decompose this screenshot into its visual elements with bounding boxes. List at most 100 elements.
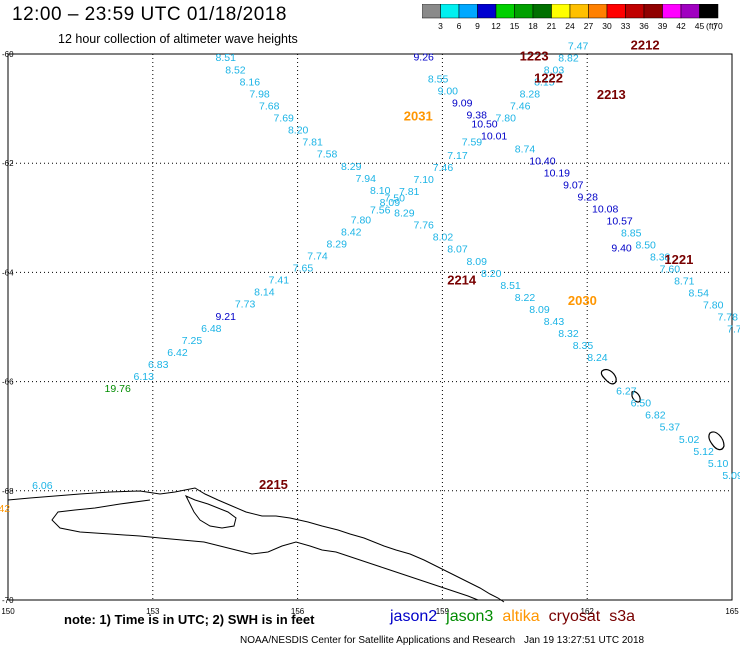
swh-value-label: 7.46 <box>510 101 531 113</box>
lon-tick-label: 162 <box>581 607 595 616</box>
swh-value-label: 7.60 <box>660 263 681 275</box>
swh-value-label: 8.29 <box>327 238 348 250</box>
swh-value-label: 7.10 <box>413 174 434 186</box>
color-scale: 3 6 9 12 15 18 21 24 27 30 33 36 39 42 45 70(ft) <box>422 4 723 31</box>
lat-tick-label: -60 <box>2 50 14 59</box>
pass-time-label: 2215 <box>259 477 288 492</box>
swh-value-label: 8.03 <box>544 65 565 77</box>
swh-value-label: 8.09 <box>380 197 401 209</box>
scale-tick-label: 18 <box>528 21 538 31</box>
swh-labels: 8.518.528.167.987.687.698.207.817.588.29… <box>0 41 740 515</box>
swh-value-label: 7.80 <box>703 299 724 311</box>
pass-time-label: 1222 <box>534 70 563 85</box>
swh-value-label: 8.16 <box>240 77 261 89</box>
swh-value-label: 8.85 <box>621 227 642 239</box>
pass-time-label: 2212 <box>631 38 660 53</box>
swh-value-label: 7.78 <box>718 311 739 323</box>
scale-swatch <box>458 4 478 19</box>
swh-value-label: 10.50 <box>471 119 497 131</box>
swh-value-label: 9.40 <box>611 243 632 255</box>
map-frame <box>7 53 733 601</box>
scale-tick-label: 39 <box>658 21 668 31</box>
swh-value-label: 7.56 <box>370 204 391 216</box>
swh-value-label: 27.42 <box>0 503 10 515</box>
swh-value-label: 8.14 <box>254 286 275 298</box>
scale-tick-label: 70 <box>713 21 723 31</box>
swh-value-label: 10.01 <box>481 131 507 143</box>
swh-value-label: 8.32 <box>558 328 579 340</box>
island-1 <box>600 368 617 385</box>
swh-value-label: 8.51 <box>500 280 521 292</box>
pass-time-label: 2213 <box>597 87 626 102</box>
scale-tick-label: 3 <box>438 21 443 31</box>
swh-value-label: 8.20 <box>288 125 309 137</box>
swh-value-label: 5.10 <box>708 458 729 470</box>
swh-value-label: 8.52 <box>225 65 246 77</box>
swh-value-label: 8.50 <box>635 239 656 251</box>
lat-tick-label: -68 <box>2 487 14 496</box>
swh-value-label: 7.68 <box>259 101 280 113</box>
lon-tick-label: 156 <box>291 607 305 616</box>
swh-value-label: 5.12 <box>693 446 714 458</box>
swh-value-label: 7.46 <box>433 162 454 174</box>
swh-value-label: 8.09 <box>529 304 550 316</box>
lat-tick-label: -70 <box>2 596 14 605</box>
axis-ticks: 150 153 156 159 162 165 -60 -62 -64 -66 -68 -70 <box>1 50 739 616</box>
swh-value-label: 9.09 <box>452 97 473 109</box>
lon-tick-label: 159 <box>436 607 450 616</box>
swh-value-label: 9.28 <box>578 191 599 203</box>
swh-value-label: 7.76 <box>727 323 740 335</box>
pass-time-label: 2030 <box>568 293 597 308</box>
swh-value-label: 7.17 <box>447 150 468 162</box>
scale-tick-label: 27 <box>584 21 594 31</box>
swh-value-label: 7.76 <box>413 220 434 232</box>
pass-time-label: 1221 <box>664 252 693 267</box>
island-3 <box>708 431 725 451</box>
scale-swatch <box>680 4 700 19</box>
swh-value-label: 10.40 <box>529 155 555 167</box>
swh-value-label: 8.10 <box>370 185 391 197</box>
swh-value-label: 7.59 <box>462 137 483 149</box>
swh-value-label: 7.47 <box>568 41 589 53</box>
scale-tick-label: 42 <box>676 21 686 31</box>
legend-item-jason2: jason2 <box>390 608 438 625</box>
swh-value-label: 5.02 <box>679 434 700 446</box>
scale-tick-label: 21 <box>547 21 557 31</box>
swh-value-label: 19.76 <box>105 383 131 395</box>
swh-value-label: 10.57 <box>607 215 633 227</box>
legend-item-jason3: jason3 <box>446 608 494 625</box>
swh-value-label: 6.13 <box>133 371 154 383</box>
swh-value-label: 7.65 <box>293 262 314 274</box>
scale-swatch <box>532 4 552 19</box>
lat-tick-label: -62 <box>2 159 14 168</box>
swh-value-label: 8.29 <box>341 161 362 173</box>
swh-value-label: 9.00 <box>438 85 459 97</box>
swh-value-label: 8.07 <box>447 244 468 256</box>
scale-tick-label: 15 <box>510 21 520 31</box>
legend-item-s3a: s3a <box>609 608 636 625</box>
pass-time-label: 1223 <box>520 49 549 64</box>
swh-value-label: 8.54 <box>689 287 710 299</box>
note-text: note: 1) Time is in UTC; 2) SWH is in fe… <box>64 612 315 627</box>
swh-value-label: 9.38 <box>467 109 488 121</box>
pass-time-label: 2031 <box>404 109 433 124</box>
credit-text: NOAA/NESDIS Center for Satellite Applica… <box>240 635 516 646</box>
swh-value-label: 7.41 <box>269 274 290 286</box>
scale-tick-label: 30 <box>602 21 612 31</box>
scale-tick-label: 45 <box>695 21 705 31</box>
island-2 <box>631 391 641 403</box>
swh-value-label: 9.21 <box>216 311 237 323</box>
legend-item-cryosat: cryosat <box>548 608 601 625</box>
map-subtitle: 12 hour collection of altimeter wave hei… <box>58 32 298 46</box>
swh-value-label: 6.50 <box>631 398 652 410</box>
scale-tick-label: 6 <box>457 21 462 31</box>
swh-value-label: 7.81 <box>399 186 420 198</box>
swh-value-label: 6.42 <box>167 347 188 359</box>
swh-value-label: 9.26 <box>413 52 434 64</box>
swh-value-label: 8.22 <box>515 292 536 304</box>
swh-value-label: 8.29 <box>394 208 415 220</box>
swh-value-label: 7.80 <box>495 113 516 125</box>
swh-value-label: 8.20 <box>481 268 502 280</box>
scale-swatch <box>662 4 682 19</box>
